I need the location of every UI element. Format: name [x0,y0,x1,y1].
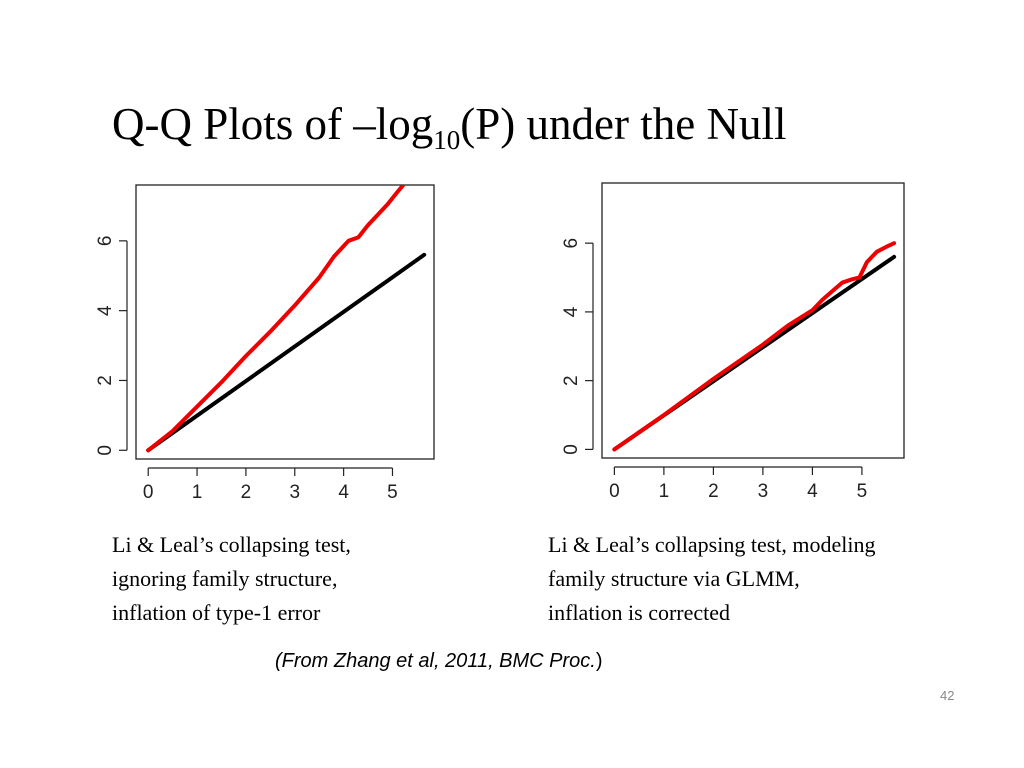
x-tick-label-5: 5 [387,482,398,503]
source-citation-close: ) [595,650,603,672]
caption-left-line-1: Li & Leal’s collapsing test, [112,532,351,557]
x-tick-label-5: 5 [857,481,868,502]
y-tick-label-6: 6 [95,236,116,247]
qq-plot-left-svg: 0 1 2 3 4 5 0 2 4 6 [95,184,435,503]
source-citation-text: (From Zhang et al, 2011, BMC Proc. [275,650,596,672]
page-number: 42 [940,688,955,703]
caption-right-line-3: inflation is corrected [548,600,731,625]
qq-plot-left: 0 1 2 3 4 5 0 2 4 6 [80,178,450,513]
caption-left: Li & Leal’s collapsing test, ignoring fa… [112,528,351,630]
y-tick-label-2: 2 [561,375,582,386]
caption-left-line-2: ignoring family structure, [112,566,338,591]
x-tick-label-2: 2 [708,481,719,502]
x-tick-label-3: 3 [758,481,769,502]
plot-frame [135,184,435,460]
x-tick-label-0: 0 [143,482,154,503]
caption-right-line-1: Li & Leal’s collapsing test, modeling [548,532,876,557]
y-tick-label-4: 4 [95,305,116,316]
y-tick-label-0: 0 [95,445,116,456]
caption-right-line-2: family structure via GLMM, [548,566,800,591]
y-tick-label-4: 4 [561,306,582,317]
y-tick-label-0: 0 [561,444,582,455]
qq-plot-right-svg: 0 1 2 3 4 5 0 2 4 6 [561,182,905,502]
y-tick-label-6: 6 [561,238,582,249]
slide-title: Q-Q Plots of –log10(P) under the Null [112,92,932,156]
observed-pvalues-line [612,241,897,452]
title-subscript: 10 [433,125,461,155]
caption-left-line-3: inflation of type-1 error [112,600,321,625]
qq-plot-right: 0 1 2 3 4 5 0 2 4 6 [548,176,918,511]
source-citation: (From Zhang et al, 2011, BMC Proc.) [275,650,603,673]
x-tick-label-4: 4 [807,481,818,502]
observed-pvalues-line [146,185,406,453]
reference-line [146,252,427,453]
x-tick-label-2: 2 [241,482,252,503]
x-tick-label-4: 4 [338,482,349,503]
plot-frame [601,182,905,459]
title-main: Q-Q Plots of –log [112,99,434,149]
y-tick-label-2: 2 [95,375,116,386]
caption-right: Li & Leal’s collapsing test, modeling fa… [548,528,876,630]
x-tick-label-3: 3 [289,482,300,503]
title-rest: (P) under the Null [460,99,787,149]
x-tick-label-1: 1 [192,482,203,503]
x-tick-label-0: 0 [609,481,620,502]
x-tick-label-1: 1 [659,481,670,502]
